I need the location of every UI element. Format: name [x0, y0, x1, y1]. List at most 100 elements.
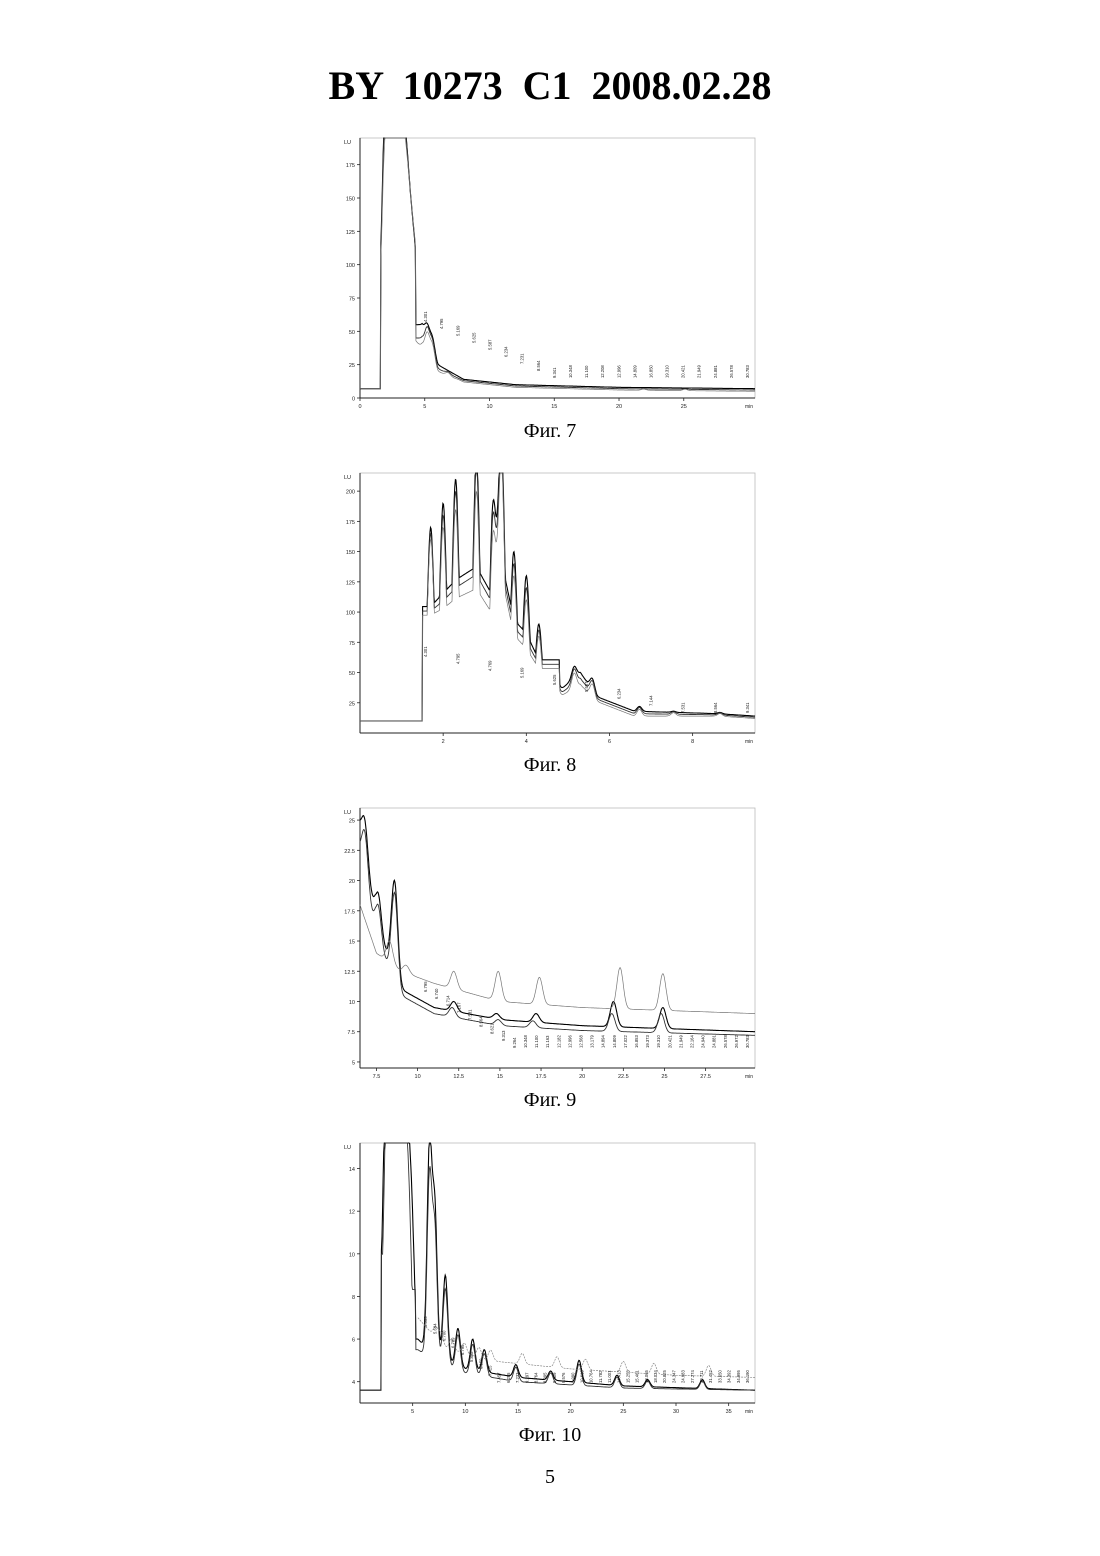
y-tick-label: 14: [349, 1167, 355, 1173]
x-tick-label: 20: [568, 1409, 574, 1415]
peak-label: 12.182: [556, 1034, 561, 1047]
chromatogram-chart-fig7: 02550751001251501750510152025LUmin4.3014…: [0, 130, 1100, 415]
chromatogram-trace-2: [360, 138, 755, 390]
peak-label: 24.347: [671, 1369, 676, 1382]
peak-label: 9.341: [745, 702, 750, 713]
chromatogram-trace-2: [360, 1143, 755, 1390]
y-tick-label: 25: [349, 701, 355, 707]
peak-label: 6.795: [460, 1344, 465, 1355]
figure-9-caption: Фиг. 9: [0, 1089, 1100, 1112]
x-unit-label: min: [745, 1074, 753, 1080]
peak-label: 33.650: [717, 1370, 722, 1383]
y-tick-label: 0: [352, 397, 355, 403]
peak-label: 6.740: [434, 988, 439, 999]
peak-label: 4.795: [455, 653, 460, 664]
y-tick-label: 10: [349, 1000, 355, 1006]
x-tick-label: 22.5: [618, 1074, 629, 1080]
peak-label: 11.782: [598, 1370, 603, 1383]
x-tick-label: 25: [661, 1074, 667, 1080]
figure-10: 4681012145101520253035LUmin5.5555.6946.7…: [0, 1135, 1100, 1455]
x-tick-label: 12.5: [453, 1074, 464, 1080]
x-tick-label: 10: [415, 1074, 421, 1080]
peak-label: 34.995: [736, 1370, 741, 1383]
y-tick-label: 20: [349, 879, 355, 885]
peak-label: 6.234: [616, 688, 621, 699]
figure-7: 02550751001251501750510152025LUmin4.3014…: [0, 130, 1100, 440]
peak-label: 14.894: [601, 1034, 606, 1047]
plot-frame: [360, 473, 755, 733]
y-tick-label: 150: [346, 197, 355, 203]
y-tick-label: 100: [346, 263, 355, 269]
chromatogram-chart-fig8: 2550751001251501752002468LUmin4.3014.795…: [0, 465, 1100, 750]
x-tick-label: 5: [423, 404, 426, 410]
peak-label: 8.995: [543, 1372, 548, 1383]
peak-label: 7.231: [520, 353, 525, 364]
y-tick-label: 12: [349, 1210, 355, 1216]
peak-label: 7.531: [681, 702, 686, 713]
x-tick-label: 2: [442, 739, 445, 745]
peak-label: 16.850: [648, 364, 653, 377]
peak-label: 26.578: [729, 365, 734, 378]
peak-label: 6.255: [506, 1372, 511, 1383]
y-tick-label: 22.5: [344, 849, 355, 855]
peak-label: 9.341: [552, 367, 557, 378]
y-unit-label: LU: [344, 140, 351, 146]
peak-label: 10.764: [589, 1370, 594, 1383]
peak-label: 14.809: [632, 365, 637, 378]
peak-label: 20.421: [667, 1035, 672, 1048]
peak-label: 24.881: [712, 1035, 717, 1048]
peak-label: 19.310: [665, 364, 670, 377]
x-tick-label: 0: [358, 404, 361, 410]
peak-label: 18.065: [644, 1369, 649, 1382]
x-tick-label: 8: [691, 739, 694, 745]
peak-label: 10.348: [523, 1034, 528, 1047]
y-tick-label: 5: [352, 1060, 355, 1066]
x-tick-label: 15: [515, 1409, 521, 1415]
y-tick-label: 4: [352, 1380, 355, 1386]
y-tick-label: 125: [346, 580, 355, 586]
peak-label: 19.373: [645, 1035, 650, 1048]
peak-label: 30.711: [699, 1370, 704, 1383]
peak-label: 9.297: [524, 1372, 529, 1383]
peak-label: 10.348: [568, 365, 573, 378]
peak-label: 20.421: [681, 364, 686, 377]
peak-label: 5.169: [455, 325, 460, 336]
peak-label: 6.789: [451, 1337, 456, 1348]
peak-label: 8.564: [713, 702, 718, 713]
peak-label: 30.783: [745, 1035, 750, 1048]
peak-label: 24.940: [701, 1035, 706, 1048]
chromatogram-trace-1: [360, 1143, 755, 1390]
peak-label: 7.233: [515, 1372, 520, 1383]
peak-label: 11.100: [584, 365, 589, 378]
peak-label: 4.301: [423, 311, 428, 322]
peak-label: 9.576: [561, 1372, 566, 1383]
x-tick-label: 30: [673, 1409, 679, 1415]
peak-label: 9.409: [552, 1372, 557, 1383]
figure-8: 2550751001251501752002468LUmin4.3014.795…: [0, 465, 1100, 775]
y-tick-label: 175: [346, 520, 355, 526]
y-tick-label: 17.5: [344, 909, 355, 915]
chromatogram-trace-3: [360, 473, 755, 721]
x-tick-label: 10: [462, 1409, 468, 1415]
x-tick-label: 7.5: [373, 1074, 381, 1080]
peak-label: 26.578: [723, 1035, 728, 1048]
peak-label: 8.564: [536, 360, 541, 371]
chromatogram-chart-fig10: 4681012145101520253035LUmin5.5555.6946.7…: [0, 1135, 1100, 1420]
peak-label: 11.163: [545, 1035, 550, 1048]
y-tick-label: 25: [349, 819, 355, 825]
y-tick-label: 200: [346, 490, 355, 496]
peak-label: 9.264: [512, 1037, 517, 1048]
chromatogram-trace-1: [360, 138, 755, 389]
y-tick-label: 75: [349, 297, 355, 303]
peak-label: 24.881: [713, 365, 718, 378]
y-tick-label: 15: [349, 940, 355, 946]
y-tick-label: 6: [352, 1338, 355, 1344]
chromatogram-trace-1: [360, 816, 755, 1032]
peak-label: 20.825: [662, 1369, 667, 1382]
peak-label: 5.555: [423, 1316, 428, 1327]
x-tick-label: 25: [620, 1409, 626, 1415]
chromatogram-trace-2: [360, 473, 755, 721]
x-tick-label: 10: [486, 404, 492, 410]
peak-label: 11.001: [607, 1370, 612, 1383]
peak-label: 12.996: [567, 1034, 572, 1047]
